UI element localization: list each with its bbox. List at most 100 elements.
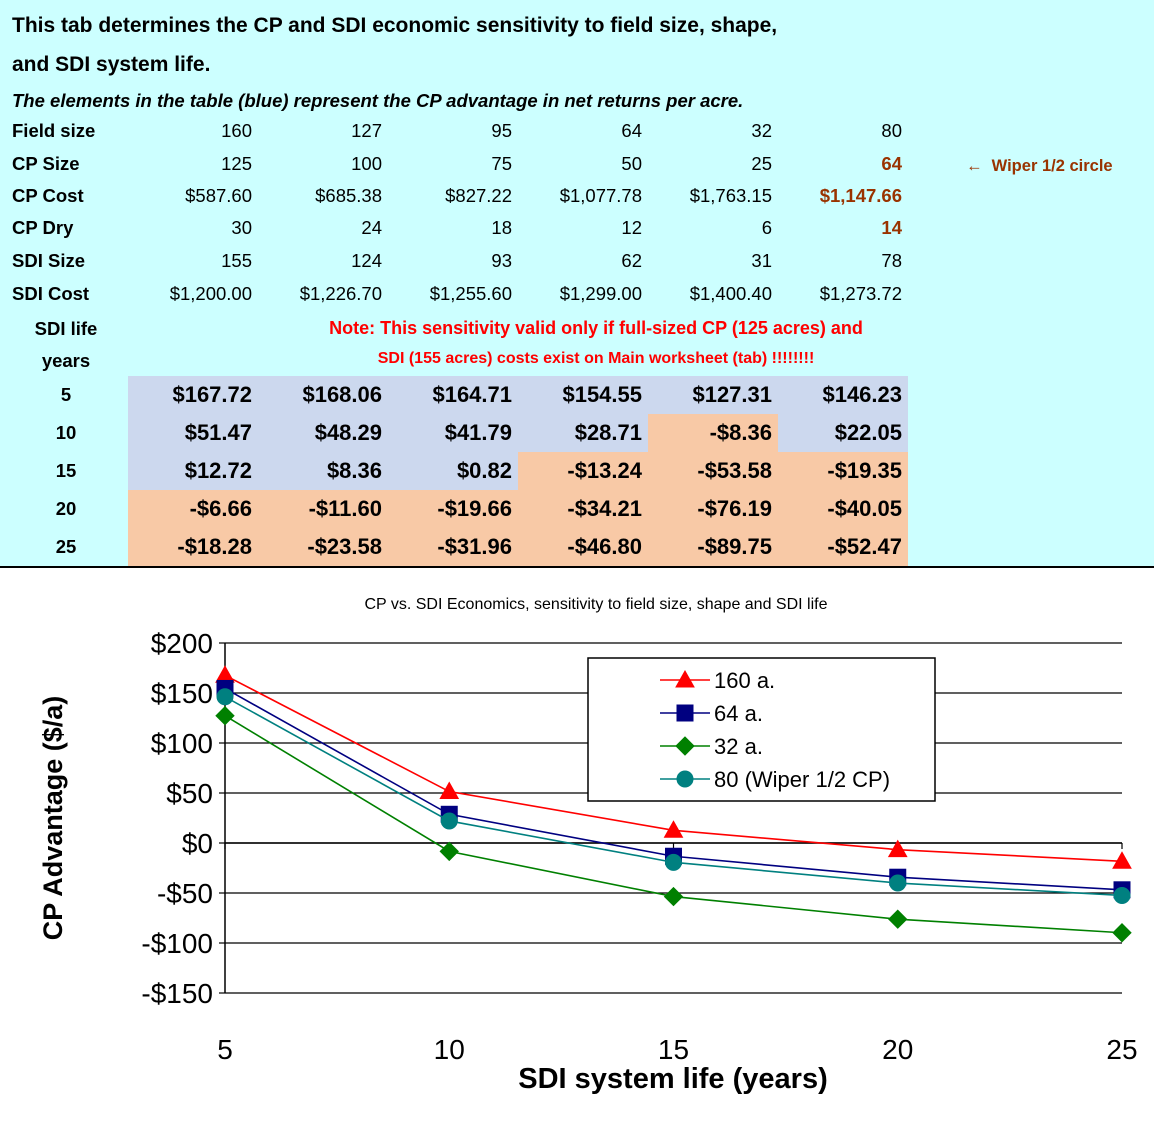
advantage-cell: -$18.28 — [128, 528, 258, 566]
advantage-cell: -$19.66 — [388, 490, 518, 528]
param-label: SDI Cost — [12, 283, 90, 304]
advantage-cell: $168.06 — [258, 376, 388, 414]
param-label: CP Size — [12, 153, 80, 174]
advantage-cell: -$52.47 — [778, 528, 908, 566]
param-cell: $1,400.40 — [689, 283, 772, 304]
data-point — [1113, 886, 1131, 904]
advantage-cell: $51.47 — [128, 414, 258, 452]
arrow-left-icon: ← — [966, 157, 992, 175]
param-cell: $1,147.66 — [819, 185, 902, 206]
param-cell: $1,200.00 — [169, 283, 252, 304]
param-cell: 6 — [761, 217, 772, 238]
param-cell: 93 — [491, 250, 512, 271]
advantage-cell: -$76.19 — [648, 490, 778, 528]
param-label: CP Dry — [12, 217, 74, 238]
advantage-cell: $28.71 — [518, 414, 648, 452]
data-point — [215, 705, 235, 726]
advantage-cell: -$13.24 — [518, 452, 648, 490]
legend-box — [587, 657, 936, 802]
legend-marker — [675, 669, 695, 688]
param-cell: 64 — [621, 120, 642, 141]
sheet-title-line1: This tab determines the CP and SDI econo… — [12, 14, 778, 37]
years-row-label: 15 — [55, 460, 77, 481]
param-cell: 124 — [351, 250, 382, 271]
y-tick-label: -$100 — [141, 928, 213, 959]
data-point — [1112, 851, 1132, 869]
advantage-cell: $22.05 — [778, 414, 908, 452]
advantage-cell: $48.29 — [258, 414, 388, 452]
y-tick-label: $50 — [166, 778, 213, 809]
param-cell: 30 — [231, 217, 252, 238]
param-cell: 12 — [621, 217, 642, 238]
param-cell: 24 — [361, 217, 382, 238]
chart-title: CP vs. SDI Economics, sensitivity to fie… — [364, 596, 827, 613]
y-tick-label: $150 — [151, 678, 213, 709]
y-tick-label: -$50 — [157, 878, 213, 909]
advantage-cell: -$31.96 — [388, 528, 518, 566]
legend-marker — [675, 736, 695, 756]
x-tick-label: 15 — [658, 1034, 689, 1065]
data-point — [663, 820, 684, 838]
data-point — [439, 781, 460, 800]
advantage-cell: -$46.80 — [518, 528, 648, 566]
y-tick-label: $200 — [151, 628, 213, 659]
advantage-cell: -$34.21 — [518, 490, 648, 528]
sheet-title-line2: and SDI system life. — [12, 53, 211, 76]
param-cell: $1,077.78 — [559, 185, 642, 206]
advantage-cell: $41.79 — [388, 414, 518, 452]
data-point — [663, 886, 684, 907]
y-tick-label: -$150 — [141, 978, 213, 1009]
legend-label: 64 a. — [714, 701, 763, 726]
legend-label: 160 a. — [714, 668, 775, 693]
wiper-annotation-text: Wiper 1/2 circle — [991, 157, 1113, 175]
x-tick-label: 10 — [434, 1034, 465, 1065]
param-cell: 125 — [221, 153, 252, 174]
advantage-cell: -$23.58 — [258, 528, 388, 566]
param-label: SDI Size — [12, 250, 85, 271]
param-cell: 78 — [881, 250, 902, 271]
param-cell: $685.38 — [315, 185, 382, 206]
data-point — [665, 853, 682, 871]
param-cell: 100 — [351, 153, 382, 174]
advantage-cell: $12.72 — [128, 452, 258, 490]
spreadsheet-area: This tab determines the CP and SDI econo… — [0, 0, 1154, 566]
years-label: years — [41, 350, 91, 371]
x-tick-label: 5 — [217, 1034, 233, 1065]
data-point — [887, 839, 908, 858]
advantage-cell: $8.36 — [258, 452, 388, 490]
param-cell: $1,273.72 — [819, 283, 902, 304]
advantage-cell: -$89.75 — [648, 528, 778, 566]
advantage-cell: $154.55 — [518, 376, 648, 414]
note-line2: SDI (155 acres) costs exist on Main work… — [377, 350, 815, 367]
param-cell: $1,226.70 — [299, 283, 382, 304]
years-row-label: 5 — [60, 384, 72, 405]
param-label: CP Cost — [12, 185, 84, 206]
advantage-cell: -$19.35 — [778, 452, 908, 490]
param-cell: 50 — [621, 153, 642, 174]
param-cell: $1,763.15 — [689, 185, 772, 206]
param-cell: $587.60 — [185, 185, 252, 206]
advantage-cell: -$11.60 — [258, 490, 388, 528]
line-chart: CP vs. SDI Economics, sensitivity to fie… — [38, 596, 1138, 1095]
years-row-label: 25 — [55, 536, 77, 557]
param-cell: 155 — [221, 250, 252, 271]
data-point — [888, 909, 908, 929]
x-tick-label: 20 — [882, 1034, 913, 1065]
data-point — [889, 874, 907, 892]
param-cell: 31 — [751, 250, 772, 271]
legend-marker — [676, 770, 694, 788]
x-tick-label: 25 — [1106, 1034, 1137, 1065]
param-cell: 127 — [351, 120, 382, 141]
advantage-cell: $146.23 — [778, 376, 908, 414]
years-row-label: 10 — [55, 422, 77, 443]
param-cell: 25 — [751, 153, 772, 174]
param-cell: 14 — [881, 217, 902, 238]
param-cell: 62 — [621, 250, 642, 271]
param-cell: $1,299.00 — [559, 283, 642, 304]
years-row-label: 20 — [55, 498, 77, 519]
data-point — [216, 688, 234, 706]
legend-label: 80 (Wiper 1/2 CP) — [714, 767, 890, 792]
param-cell: 160 — [221, 120, 252, 141]
param-cell: 75 — [491, 153, 512, 174]
param-cell: 64 — [881, 153, 902, 174]
